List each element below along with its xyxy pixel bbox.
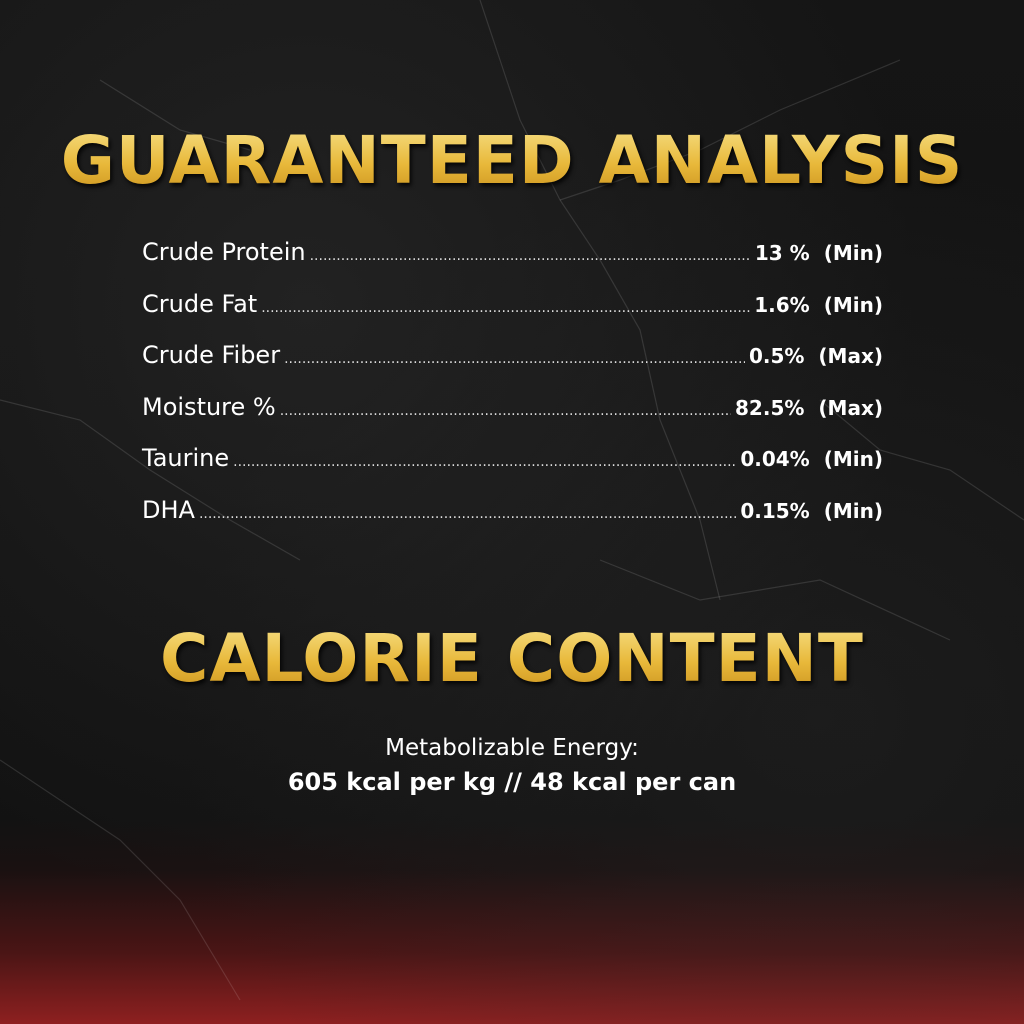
dot-leader [310,248,751,264]
analysis-row: Crude Fat 1.6% (Min) [142,290,883,342]
nutrient-label: Crude Fat [142,289,258,318]
analysis-row: DHA 0.15% (Min) [142,496,883,548]
nutrient-label: Moisture % [142,392,276,421]
nutrient-qualifier: (Max) [818,344,883,368]
analysis-row: Taurine 0.04% (Min) [142,444,883,496]
nutrient-qualifier: (Max) [818,395,883,420]
analysis-table: Crude Protein 13 % (Min) Crude Fat 1.6% … [142,238,883,547]
calorie-content-title: CALORIE CONTENT [0,620,1024,697]
dot-leader [233,454,736,470]
nutrient-label: DHA [142,495,195,524]
nutrient-qualifier: (Min) [823,498,883,523]
nutrient-value: 82.5% [735,395,805,420]
nutrient-qualifier: (Min) [823,292,883,317]
nutrient-value: 0.15% [740,498,810,523]
nutrient-label: Taurine [142,444,230,472]
dot-leader [280,403,731,419]
analysis-row: Crude Fiber 0.5% (Max) [142,341,883,393]
nutrient-value: 1.6% [754,292,810,317]
analysis-row: Moisture % 82.5% (Max) [142,393,883,445]
analysis-row: Crude Protein 13 % (Min) [142,238,883,290]
dot-leader [261,300,750,316]
nutrient-qualifier: (Min) [823,447,883,471]
nutrient-value: 13 % [754,241,810,265]
nutrient-qualifier: (Min) [823,241,883,265]
calorie-values: 605 kcal per kg // 48 kcal per can [287,768,737,796]
dot-leader [199,506,736,522]
nutrient-label: Crude Protein [142,238,306,266]
nutrient-value: 0.04% [740,447,810,471]
nutrient-value: 0.5% [748,344,805,368]
guaranteed-analysis-title: GUARANTEED ANALYSIS [0,122,1024,199]
dot-leader [284,351,745,367]
metabolizable-energy-label: Metabolizable Energy: [385,735,639,761]
nutrient-label: Crude Fiber [142,341,281,369]
